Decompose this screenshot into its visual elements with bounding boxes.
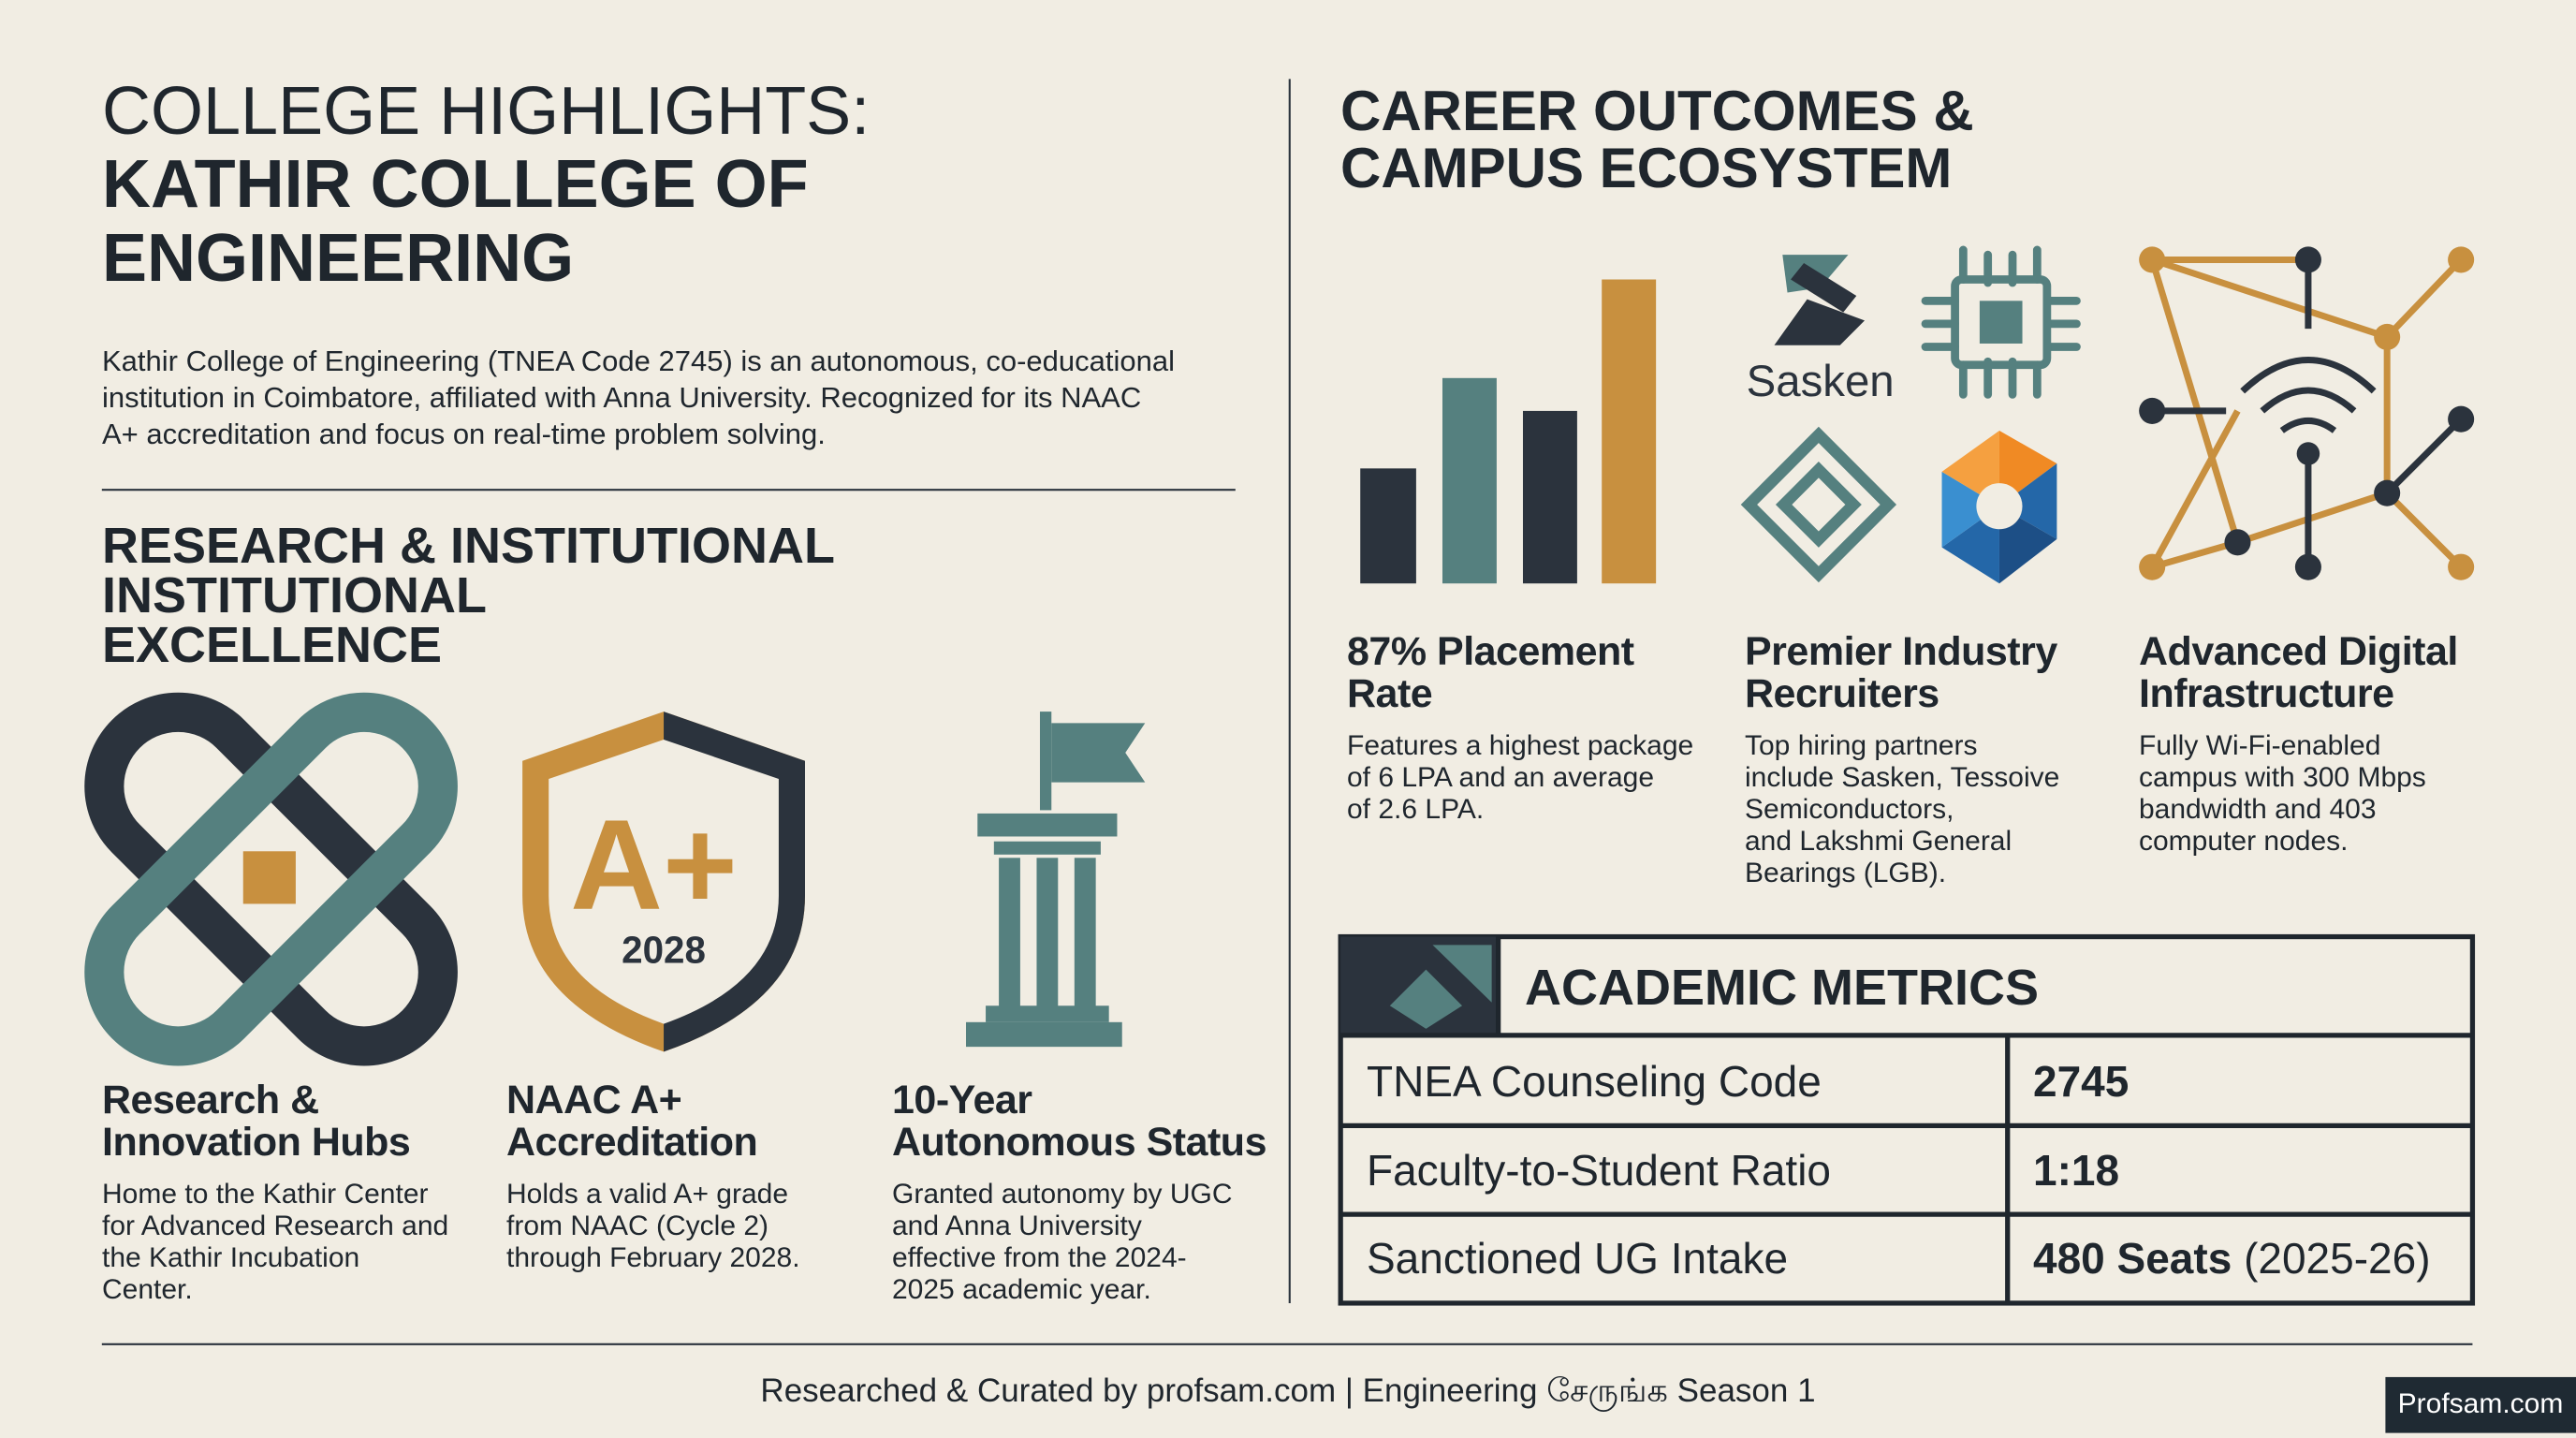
text-line: Bearings (LGB). (1745, 858, 1947, 888)
text-line: 87% Placement (1347, 629, 1634, 674)
feature-description: Holds a valid A+ grade from NAAC (Cycle 2… (506, 1179, 800, 1274)
watermark: Profsam.com (2397, 1388, 2564, 1419)
row-note: (2025-26) (2244, 1234, 2431, 1283)
text-line: and Anna University (892, 1211, 1142, 1241)
row-value: 1:18 (2033, 1146, 2120, 1195)
text-line: A+ accreditation and focus on real-time … (102, 418, 826, 450)
row-label: TNEA Counseling Code (1367, 1057, 1822, 1106)
text-line: institution in Coimbatore, affiliated wi… (102, 381, 1142, 414)
text-line: Kathir College of Engineering (TNEA Code… (102, 345, 1175, 377)
row-label: Faculty-to-Student Ratio (1367, 1146, 1832, 1195)
text-line: KATHIR COLLEGE OF (102, 147, 809, 222)
text-line: include Sasken, Tessoive (1745, 762, 2060, 793)
feature-title: Advanced Digital Infrastructure (2139, 631, 2458, 715)
text-line: Premier Industry (1745, 629, 2057, 674)
row-value: 2745 (2033, 1057, 2130, 1106)
text-line: Autonomous Status (892, 1120, 1266, 1165)
text-line: Semiconductors, (1745, 794, 1954, 825)
placement-icon (1360, 279, 1657, 584)
feature-description: Home to the Kathir Center for Advanced Re… (102, 1179, 448, 1306)
text-line: CAMPUS ECOSYSTEM (1340, 137, 1953, 199)
text-line: computer nodes. (2139, 826, 2349, 857)
text-line: Fully Wi-Fi-enabled (2139, 730, 2381, 761)
research-icon (84, 692, 458, 1066)
text-line: Home to the Kathir Center (102, 1179, 429, 1210)
subtitle: KATHIR COLLEGE OF ENGINEERING (102, 148, 809, 296)
feature-description: Features a highest package of 6 LPA and a… (1347, 730, 1693, 826)
logo-text: Sasken (1747, 357, 1895, 406)
text-line: of 2.6 LPA. (1347, 794, 1485, 825)
text-line: Rate (1347, 671, 1433, 716)
row-value: 480 Seats (2033, 1234, 2232, 1283)
accreditation-shield: A+ 2028 (522, 712, 805, 1052)
badge-grade: A+ (570, 794, 738, 937)
text-line: Holds a valid A+ grade (506, 1179, 789, 1210)
text-line: 2025 academic year. (892, 1274, 1151, 1305)
row-value-group: 480 Seats (2025-26) (2033, 1232, 2431, 1284)
text-line: campus with 300 Mbps (2139, 762, 2426, 793)
text-line: Granted autonomy by UGC (892, 1179, 1233, 1210)
title: COLLEGE HIGHLIGHTS: (102, 74, 871, 149)
text-line: 10-Year (892, 1078, 1032, 1123)
feature-description: Granted autonomy by UGC and Anna Universi… (892, 1179, 1233, 1306)
text-line: from NAAC (Cycle 2) (506, 1211, 769, 1241)
text-line: Advanced Digital (2139, 629, 2458, 674)
autonomy-icon (966, 712, 1146, 1048)
metrics-table (1338, 933, 2476, 1306)
text-line: ENGINEERING (102, 221, 575, 296)
text-line: CAREER OUTCOMES & (1340, 80, 1974, 142)
watermark-box (2385, 1376, 2576, 1433)
recruiter-logos: Sasken (1740, 245, 2081, 584)
feature-title: 87% Placement Rate (1347, 631, 1634, 715)
row-label: Sanctioned UG Intake (1367, 1234, 1789, 1283)
text-line: Center. (102, 1274, 193, 1305)
table-title: ACADEMIC METRICS (1525, 960, 2039, 1016)
text-line: of 6 LPA and an average (1347, 762, 1655, 793)
text-line: bandwidth and 403 (2139, 794, 2377, 825)
text-line: effective from the 2024- (892, 1242, 1187, 1273)
text-line: through February 2028. (506, 1242, 800, 1273)
text-line: and Lakshmi General (1745, 826, 2012, 857)
text-line: Research & (102, 1078, 319, 1123)
badge-year: 2028 (622, 929, 706, 972)
feature-description: Fully Wi-Fi-enabled campus with 300 Mbps b… (2139, 730, 2426, 858)
text-line: Recruiters (1745, 671, 1939, 716)
section-heading: CAREER OUTCOMES & CAMPUS ECOSYSTEM (1340, 82, 1974, 197)
text-line: Features a highest package (1347, 730, 1694, 761)
text-line: RESEARCH & INSTITUTIONAL (102, 518, 835, 574)
text-line: EXCELLENCE (102, 617, 443, 673)
feature-title: 10-Year Autonomous Status (892, 1079, 1266, 1164)
text-line: Accreditation (506, 1120, 758, 1165)
text-line: Innovation Hubs (102, 1120, 411, 1165)
intro: Kathir College of Engineering (TNEA Code… (102, 343, 1175, 452)
feature-description: Top hiring partners include Sasken, Tesso… (1745, 730, 2059, 889)
footer: Researched & Curated by profsam.com | En… (760, 1372, 1816, 1409)
text-line: for Advanced Research and (102, 1211, 449, 1241)
text-line: Top hiring partners (1745, 730, 1978, 761)
text-line: NAAC A+ (506, 1078, 682, 1123)
feature-title: Research & Innovation Hubs (102, 1078, 411, 1165)
network-icon (2139, 246, 2475, 580)
text-line: the Kathir Incubation (102, 1242, 360, 1273)
section-heading: RESEARCH & INSTITUTIONAL INSTITUTIONAL EXC… (102, 521, 835, 670)
feature-title: Premier Industry Recruiters (1745, 631, 2057, 715)
text-line: Infrastructure (2139, 671, 2394, 716)
text-line: INSTITUTIONAL (102, 567, 487, 624)
feature-title: NAAC A+ Accreditation (506, 1078, 758, 1165)
